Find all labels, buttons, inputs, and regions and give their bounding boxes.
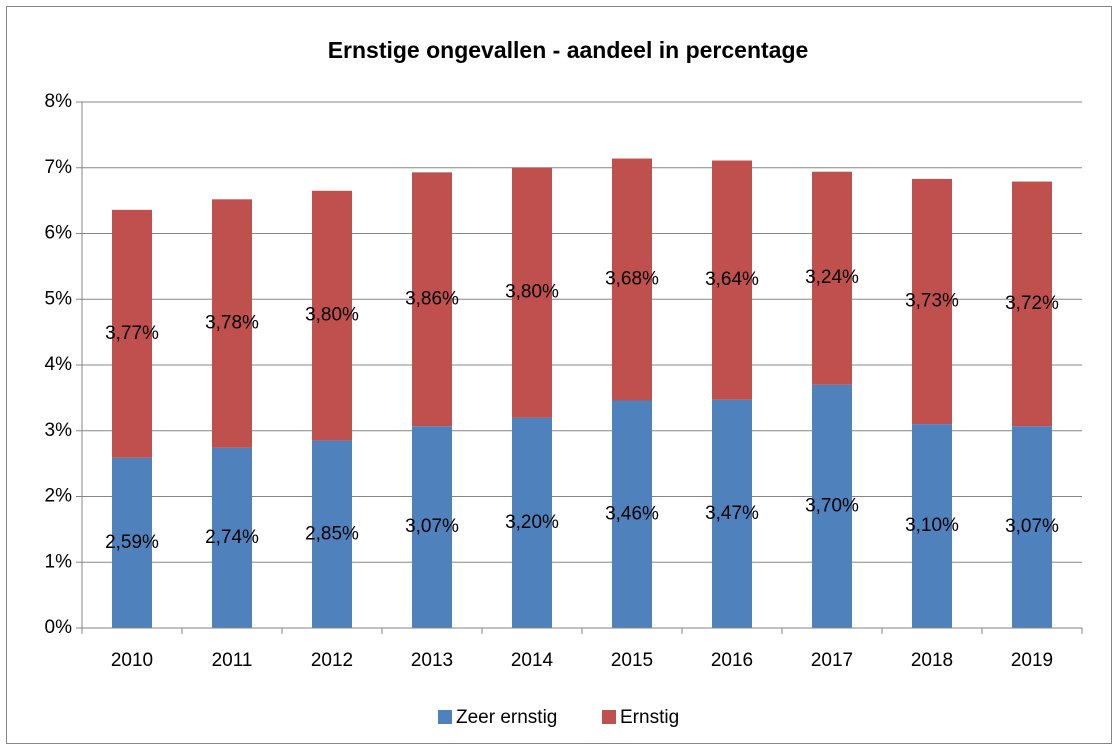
x-tick-label: 2018 [911,650,953,671]
bar-segment [312,440,352,628]
bar-segment [212,447,252,628]
data-label: 3,64% [705,269,759,290]
x-tick-label: 2016 [711,650,753,671]
x-tick-label: 2014 [511,650,554,671]
bar-segment [712,160,752,400]
y-tick-label: 8% [45,91,73,112]
chart-title: Ernstige ongevallen - aandeel in percent… [328,37,809,63]
bar-segment [812,384,852,628]
legend-label: Ernstig [620,707,679,728]
data-label: 3,10% [905,515,959,536]
y-tick-label: 5% [45,288,73,309]
x-tick-label: 2011 [212,650,253,671]
x-tick-label: 2015 [611,650,653,671]
legend-swatch [438,710,452,724]
y-tick-label: 0% [45,617,73,638]
data-label: 3,47% [705,503,759,524]
y-tick-label: 3% [45,420,73,441]
data-label: 3,80% [305,305,359,326]
data-label: 3,07% [1005,516,1059,537]
data-label: 2,59% [105,532,159,553]
bar-segment [212,199,252,448]
data-label: 3,80% [505,282,559,303]
x-tick-label: 2019 [1011,650,1053,671]
bar-segment [712,399,752,628]
legend-swatch [602,710,616,724]
x-tick-label: 2013 [411,650,453,671]
data-label: 3,46% [605,503,659,524]
bar-segment [412,426,452,628]
data-label: 2,85% [305,523,359,544]
bar-segment [312,190,352,441]
data-label: 2,74% [205,527,259,548]
bar-segment [512,167,552,418]
legend-label: Zeer ernstig [456,707,557,728]
data-label: 3,73% [905,291,959,312]
bar-segment [512,417,552,628]
y-tick-label: 6% [45,223,73,244]
x-tick-label: 2012 [311,650,353,671]
data-label: 3,24% [805,267,859,288]
bar-segment [912,178,952,425]
bar-segment [412,172,452,427]
bar-segment [1012,426,1052,628]
bar-segment [612,158,652,401]
data-label: 3,72% [1005,293,1059,314]
data-label: 3,77% [105,323,159,344]
data-label: 3,70% [805,495,859,516]
data-label: 3,68% [605,269,659,290]
y-tick-label: 2% [45,486,73,507]
x-tick-label: 2017 [811,650,853,671]
x-tick-label: 2010 [111,650,153,671]
bar-segment [112,209,152,458]
y-tick-label: 1% [45,551,73,572]
data-label: 3,78% [205,313,259,334]
bar-segment [612,400,652,628]
bar-segment [812,171,852,385]
y-tick-label: 7% [45,157,73,178]
data-label: 3,86% [405,288,459,309]
bar-segment [1012,181,1052,427]
y-tick-label: 4% [45,354,73,375]
data-label: 3,07% [405,516,459,537]
bar-segment [912,424,952,628]
bar-segment [112,457,152,628]
data-label: 3,20% [505,512,559,533]
